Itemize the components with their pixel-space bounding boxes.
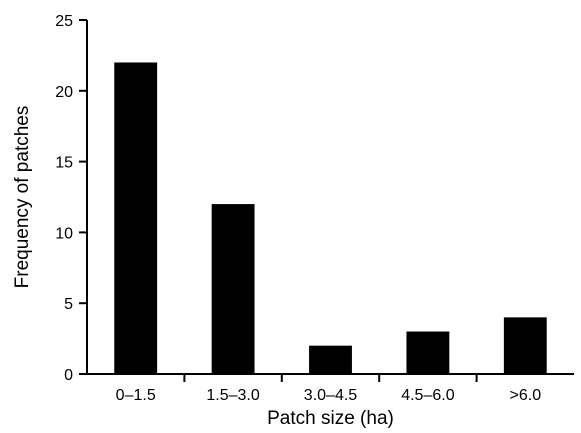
- y-axis-ticks: 0 5 10 15 20 25: [55, 13, 87, 384]
- bar: [114, 62, 158, 374]
- x-tick-label: >6.0: [510, 387, 542, 404]
- bar: [406, 331, 450, 374]
- bar: [211, 204, 255, 374]
- y-tick-label: 25: [55, 13, 73, 30]
- y-tick-label: 15: [55, 155, 73, 172]
- y-tick-label: 10: [55, 225, 73, 242]
- x-tick-label: 0–1.5: [116, 387, 156, 404]
- y-tick-label: 20: [55, 84, 73, 101]
- x-axis-label: Patch size (ha): [267, 408, 394, 429]
- x-tick-label: 1.5–3.0: [206, 387, 259, 404]
- bar: [503, 317, 547, 374]
- y-tick-label: 5: [64, 296, 73, 313]
- y-tick-label: 0: [64, 367, 73, 384]
- x-axis-ticks: 0–1.5 1.5–3.0 3.0–4.5 4.5–6.0 >6.0: [116, 374, 542, 404]
- x-tick-label: 4.5–6.0: [401, 387, 454, 404]
- bar: [309, 345, 352, 374]
- bars-group: [114, 62, 547, 374]
- y-axis-label: Frequency of patches: [12, 106, 33, 289]
- x-tick-label: 3.0–4.5: [304, 387, 357, 404]
